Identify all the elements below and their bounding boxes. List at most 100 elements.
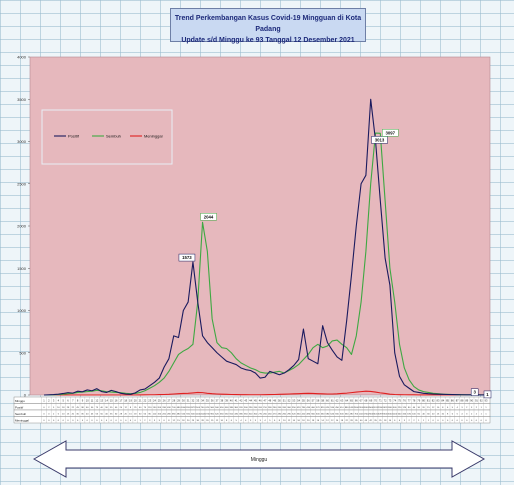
table-cell-sembuh: 480 xyxy=(350,414,354,416)
table-cell-meninggal: 22 xyxy=(345,420,348,422)
table-cell-sembuh: 2 xyxy=(53,414,55,416)
table-cell-positif: 2600 xyxy=(363,407,369,409)
table-cell-meninggal: 20 xyxy=(206,420,209,422)
table-cell-meninggal: 14 xyxy=(321,420,324,422)
table-cell-meninggal: 0 xyxy=(87,420,89,422)
table-cell-sembuh: 5 xyxy=(58,414,60,416)
table-cell-meninggal: 0 xyxy=(461,420,463,422)
plot-area xyxy=(29,56,491,396)
data-label: 3 xyxy=(474,390,477,395)
table-cell-meninggal: 12 xyxy=(288,420,291,422)
table-cell-meninggal: 4 xyxy=(245,420,247,422)
table-cell-positif: 1000 xyxy=(181,407,187,409)
table-cell-meninggal: 1 xyxy=(428,420,430,422)
table-cell-positif: 120 xyxy=(402,407,406,409)
table-cell-minggu: 69 xyxy=(369,399,372,403)
table-cell-meninggal: 45 xyxy=(365,420,368,422)
table-cell-minggu: 70 xyxy=(374,399,377,403)
table-cell-sembuh: 28 xyxy=(120,414,123,416)
data-label-box xyxy=(382,129,399,137)
table-cell-meninggal: 0 xyxy=(130,420,132,422)
table-cell-sembuh: 20 xyxy=(72,414,75,416)
table-cell-positif: 330 xyxy=(162,407,166,409)
table-cell-positif: 560 xyxy=(210,407,214,409)
table-cell-minggu: 1 xyxy=(43,399,45,403)
table-cell-sembuh: 480 xyxy=(306,414,310,416)
data-label-box xyxy=(483,390,492,399)
y-tick-label: 2500 xyxy=(17,181,27,186)
table-cell-positif: 2 xyxy=(476,407,478,409)
table-cell-meninggal: 35 xyxy=(355,420,358,422)
table-cell-minggu: 77 xyxy=(408,399,411,403)
table-cell-meninggal: 0 xyxy=(43,420,45,422)
table-cell-minggu: 88 xyxy=(461,399,464,403)
table-cell-meninggal: 14 xyxy=(293,420,296,422)
table-cell-minggu: 73 xyxy=(388,399,391,403)
table-cell-positif: 280 xyxy=(268,407,272,409)
table-cell-positif: 6 xyxy=(447,407,449,409)
table-cell-sembuh: 50 xyxy=(144,414,147,416)
table-cell-meninggal: 0 xyxy=(58,420,60,422)
table-cell-positif: 430 xyxy=(167,407,171,409)
table-cell-positif: 880 xyxy=(345,407,349,409)
table-cell-sembuh: 600 xyxy=(191,414,195,416)
table-cell-sembuh: 360 xyxy=(297,414,301,416)
table-cell-minggu: 91 xyxy=(475,399,478,403)
table-cell-positif: 450 xyxy=(335,407,339,409)
table-cell-meninggal: 3 xyxy=(260,420,262,422)
table-cell-sembuh: 380 xyxy=(172,414,176,416)
table-cell-minggu: 12 xyxy=(95,399,98,403)
table-cell-minggu: 10 xyxy=(86,399,89,403)
table-cell-minggu: 85 xyxy=(446,399,449,403)
table-cell-meninggal: 1 xyxy=(423,420,425,422)
table-cell-minggu: 35 xyxy=(206,399,209,403)
table-cell-positif: 40 xyxy=(115,407,118,409)
table-cell-meninggal: 5 xyxy=(236,420,238,422)
table-cell-positif: 380 xyxy=(230,407,234,409)
table-cell-sembuh: 270 xyxy=(273,414,277,416)
table-cell-sembuh: 550 xyxy=(186,414,190,416)
table-cell-minggu: 27 xyxy=(167,399,170,403)
table-cell-positif: 38 xyxy=(81,407,84,409)
table-cell-positif: 400 xyxy=(311,407,315,409)
table-cell-minggu: 52 xyxy=(288,399,291,403)
table-cell-minggu: 51 xyxy=(283,399,286,403)
table-cell-positif: 420 xyxy=(297,407,301,409)
table-cell-meninggal: 5 xyxy=(159,420,161,422)
table-cell-sembuh: 520 xyxy=(181,414,185,416)
table-cell-meninggal: 0 xyxy=(115,420,117,422)
table-cell-positif: 410 xyxy=(340,407,344,409)
table-cell-positif: 12 xyxy=(124,407,127,409)
table-cell-sembuh: 600 xyxy=(398,414,402,416)
table-cell-sembuh: 8 xyxy=(447,414,449,416)
table-cell-sembuh: 560 xyxy=(220,414,224,416)
table-cell-sembuh: 180 xyxy=(407,414,411,416)
table-cell-meninggal: 0 xyxy=(466,420,468,422)
table-cell-sembuh: 40 xyxy=(86,414,89,416)
table-cell-minggu: 50 xyxy=(278,399,281,403)
table-cell-meninggal: 0 xyxy=(135,420,137,422)
table-cell-minggu: 11 xyxy=(91,399,94,403)
table-cell-sembuh: 380 xyxy=(239,414,243,416)
table-cell-sembuh: 20 xyxy=(432,414,435,416)
y-tick-label: 2000 xyxy=(17,224,27,229)
table-cell-positif: 18 xyxy=(62,407,65,409)
table-cell-meninggal: 10 xyxy=(389,420,392,422)
data-label-box xyxy=(178,253,196,262)
table-cell-positif: 430 xyxy=(306,407,310,409)
table-cell-minggu: 4 xyxy=(58,399,60,403)
y-tick-label: 1000 xyxy=(17,308,27,313)
table-cell-minggu: 43 xyxy=(244,399,247,403)
table-cell-minggu: 37 xyxy=(216,399,219,403)
table-cell-minggu: 3 xyxy=(53,399,55,403)
table-cell-minggu: 86 xyxy=(451,399,454,403)
table-cell-minggu: 53 xyxy=(292,399,295,403)
table-cell-meninggal: 12 xyxy=(172,420,175,422)
table-cell-sembuh: 30 xyxy=(139,414,142,416)
table-cell-positif: 1620 xyxy=(383,407,389,409)
table-cell-minggu: 60 xyxy=(326,399,329,403)
table-row-label: Meninggal xyxy=(15,418,29,422)
table-cell-sembuh: 55 xyxy=(96,414,99,416)
table-cell-meninggal: 0 xyxy=(457,420,459,422)
